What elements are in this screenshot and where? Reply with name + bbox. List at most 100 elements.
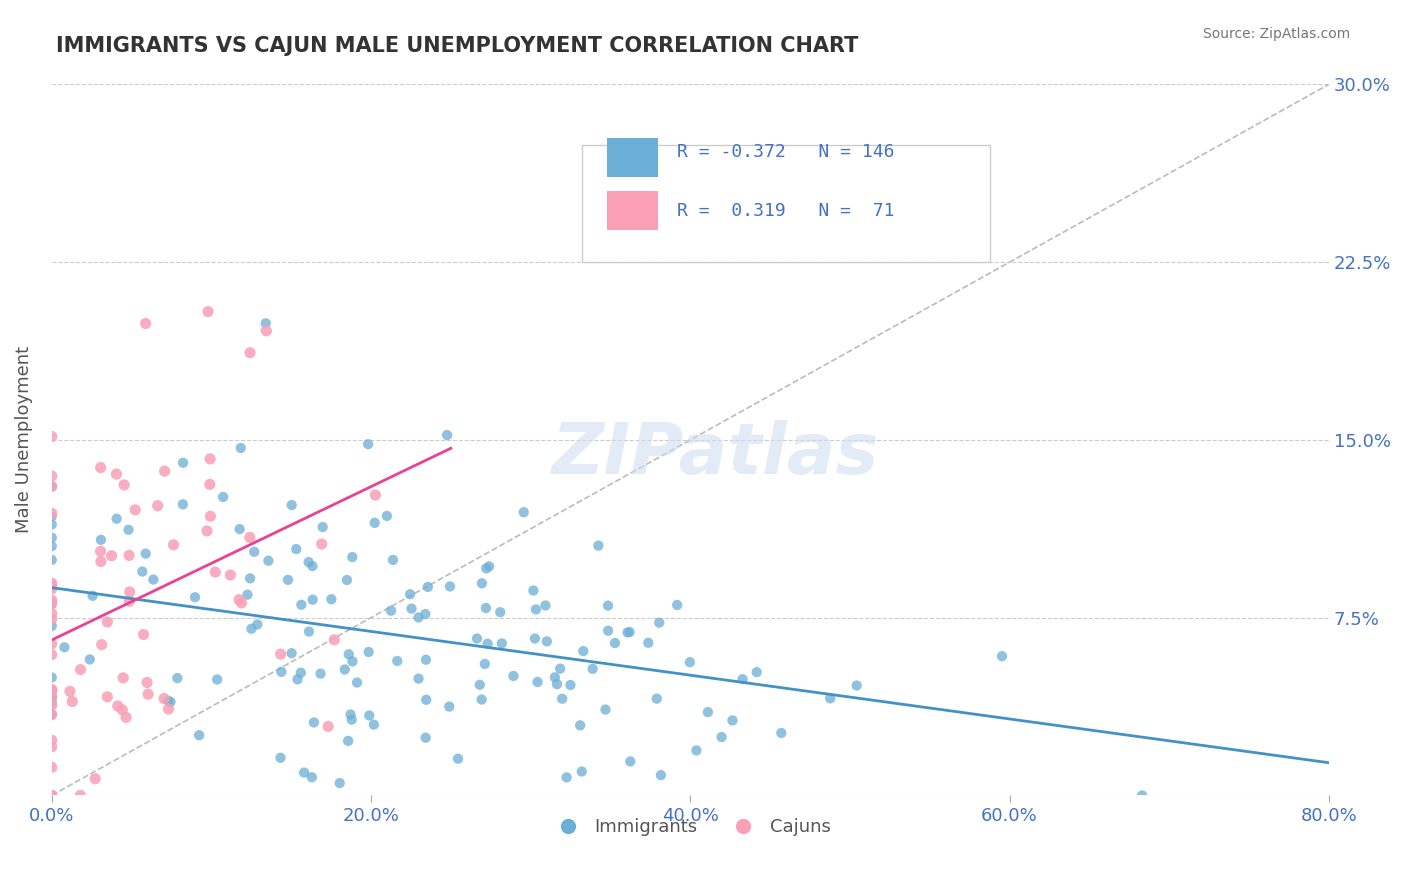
Point bbox=[524, 602, 547, 616]
Point bbox=[316, 719, 339, 733]
Point bbox=[619, 755, 641, 769]
Text: IMMIGRANTS VS CAJUN MALE UNEMPLOYMENT CORRELATION CHART: IMMIGRANTS VS CAJUN MALE UNEMPLOYMENT CO… bbox=[56, 36, 859, 55]
Point bbox=[41, 707, 63, 722]
Point bbox=[112, 671, 135, 685]
Point bbox=[200, 509, 222, 524]
Point bbox=[228, 522, 250, 536]
Point bbox=[41, 698, 63, 713]
Point bbox=[598, 624, 620, 638]
Point bbox=[679, 655, 702, 669]
Point bbox=[136, 675, 159, 690]
Point bbox=[311, 537, 333, 551]
Point bbox=[270, 647, 292, 661]
Point bbox=[136, 687, 159, 701]
Point bbox=[342, 550, 364, 565]
Point bbox=[645, 691, 668, 706]
Point bbox=[197, 304, 219, 318]
Point bbox=[551, 691, 574, 706]
Point bbox=[416, 580, 439, 594]
Point bbox=[41, 531, 63, 545]
Point bbox=[648, 615, 671, 630]
Point bbox=[342, 655, 364, 669]
Point bbox=[745, 665, 768, 680]
Point bbox=[544, 670, 567, 684]
Point bbox=[302, 715, 325, 730]
Point bbox=[41, 597, 63, 611]
Point bbox=[290, 598, 312, 612]
Point bbox=[231, 596, 253, 610]
Point bbox=[172, 456, 194, 470]
Point bbox=[84, 772, 107, 786]
Point bbox=[560, 678, 582, 692]
Point bbox=[616, 625, 638, 640]
Point bbox=[333, 663, 356, 677]
Point bbox=[254, 316, 277, 330]
Point bbox=[41, 480, 63, 494]
Point bbox=[619, 625, 641, 640]
Point bbox=[198, 477, 221, 491]
Point bbox=[357, 645, 380, 659]
Point bbox=[415, 692, 437, 706]
Point bbox=[41, 683, 63, 698]
Point bbox=[337, 734, 360, 748]
Point bbox=[100, 549, 122, 563]
Point bbox=[489, 605, 512, 619]
Point bbox=[637, 636, 659, 650]
Point bbox=[399, 587, 422, 601]
Point bbox=[280, 498, 302, 512]
Point bbox=[512, 505, 534, 519]
Point bbox=[166, 671, 188, 685]
Point bbox=[845, 679, 868, 693]
Point bbox=[153, 691, 176, 706]
Point bbox=[1130, 789, 1153, 803]
Point bbox=[90, 533, 112, 547]
Point bbox=[41, 593, 63, 607]
Point bbox=[41, 789, 63, 803]
Point bbox=[41, 506, 63, 520]
Point bbox=[132, 627, 155, 641]
Point bbox=[523, 632, 546, 646]
Point bbox=[522, 583, 544, 598]
Point bbox=[41, 607, 63, 621]
Point bbox=[731, 672, 754, 686]
Point bbox=[595, 702, 617, 716]
Point bbox=[41, 670, 63, 684]
Point bbox=[79, 652, 101, 666]
Point bbox=[408, 672, 430, 686]
Point bbox=[380, 604, 402, 618]
Point bbox=[569, 718, 592, 732]
Point bbox=[710, 730, 733, 744]
Point bbox=[240, 622, 263, 636]
Point bbox=[439, 579, 461, 593]
Point bbox=[301, 559, 323, 574]
Point bbox=[212, 490, 235, 504]
Point bbox=[146, 499, 169, 513]
Point bbox=[401, 601, 423, 615]
Point bbox=[162, 538, 184, 552]
Point bbox=[475, 601, 498, 615]
Point bbox=[198, 451, 221, 466]
Point bbox=[90, 638, 112, 652]
Point bbox=[285, 541, 308, 556]
Point bbox=[413, 607, 436, 621]
Point bbox=[124, 503, 146, 517]
Point bbox=[41, 707, 63, 722]
Point bbox=[991, 649, 1014, 664]
Point bbox=[471, 692, 494, 706]
Point bbox=[219, 568, 242, 582]
Point bbox=[301, 592, 323, 607]
Point bbox=[153, 464, 176, 478]
Point bbox=[254, 324, 277, 338]
Point bbox=[105, 467, 128, 481]
FancyBboxPatch shape bbox=[607, 137, 658, 177]
Point bbox=[364, 488, 387, 502]
Point bbox=[287, 673, 309, 687]
Point bbox=[311, 520, 333, 534]
Point bbox=[309, 666, 332, 681]
Point bbox=[172, 497, 194, 511]
Point bbox=[685, 743, 707, 757]
Point bbox=[269, 751, 291, 765]
Point bbox=[357, 437, 380, 451]
Point bbox=[447, 752, 470, 766]
Point bbox=[292, 765, 315, 780]
